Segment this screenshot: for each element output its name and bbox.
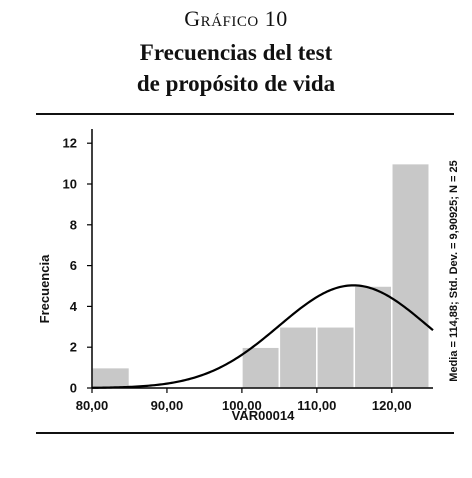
x-tick-label: 100,00: [222, 398, 262, 413]
normal-curve-layer: [91, 284, 434, 389]
histogram-bar: [316, 326, 356, 389]
histogram-bars: [91, 162, 431, 389]
top-rule: [36, 113, 454, 115]
ticks: 0 2 4 6 8 10 12 80,00 90,00 100,00 110,00 120,00: [63, 136, 412, 413]
bottom-rule: [36, 432, 454, 434]
y-tick-label: 4: [70, 299, 78, 314]
axes: [91, 129, 433, 389]
normal-curve-line: [91, 284, 434, 389]
y-tick-label: 10: [63, 177, 77, 192]
chart-title-line-2: de propósito de vida: [136, 71, 336, 96]
histogram-bar: [353, 285, 393, 389]
x-tick-label: 120,00: [372, 398, 412, 413]
y-tick-label: 12: [63, 136, 77, 151]
histogram-bar: [91, 366, 131, 389]
histogram-bar: [391, 162, 431, 389]
y-tick-label: 2: [70, 340, 77, 355]
x-axis-title: VAR00014: [232, 408, 295, 423]
chart-title-line-1: Frecuencias del test: [139, 40, 333, 65]
y-tick-label: 6: [70, 258, 77, 273]
distribution-stats-annotation: Media = 114,88; Std. Dev. = 9,90925; N =…: [448, 160, 460, 381]
y-tick-label: 0: [70, 381, 77, 396]
x-tick-label: 90,00: [151, 398, 184, 413]
histogram-bar: [241, 346, 281, 389]
y-tick-label: 8: [70, 217, 77, 232]
x-tick-label: 80,00: [76, 398, 109, 413]
x-tick-label: 110,00: [297, 398, 336, 413]
histogram-bar: [278, 326, 318, 389]
figure-label: Gráfico 10: [184, 6, 288, 31]
y-axis-title: Frecuencia: [37, 254, 52, 323]
